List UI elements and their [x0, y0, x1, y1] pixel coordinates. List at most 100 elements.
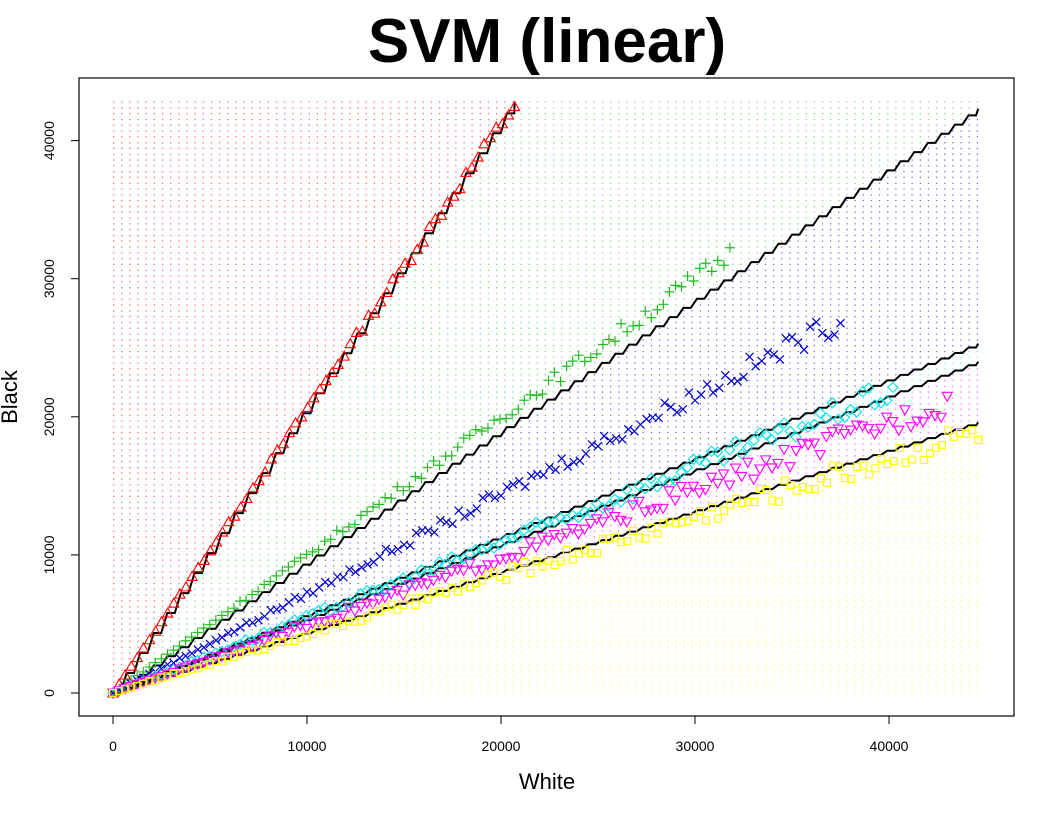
grid-dot	[316, 495, 318, 498]
grid-dot	[178, 258, 180, 260]
grid-dot	[479, 559, 481, 561]
grid-dot	[504, 548, 506, 550]
grid-dot	[447, 623, 449, 625]
grid-dot	[218, 582, 221, 585]
grid-dot	[251, 553, 253, 556]
grid-dot	[170, 368, 172, 370]
grid-dot	[398, 478, 400, 480]
grid-dot	[463, 490, 465, 492]
grid-dot	[129, 188, 131, 190]
grid-dot	[243, 635, 245, 637]
grid-dot	[365, 229, 367, 231]
grid-dot	[381, 229, 384, 231]
grid-dot	[341, 571, 343, 573]
grid-dot	[259, 263, 261, 266]
grid-dot	[316, 147, 318, 150]
grid-dot	[381, 675, 384, 677]
grid-dot	[251, 391, 253, 393]
grid-dot	[373, 345, 375, 347]
grid-dot	[235, 472, 237, 474]
grid-dot	[267, 182, 270, 184]
grid-dot	[324, 379, 327, 382]
grid-dot	[259, 426, 261, 428]
grid-dot	[137, 356, 139, 358]
grid-dot	[292, 130, 294, 132]
grid-dot	[308, 600, 310, 602]
grid-dot	[487, 495, 490, 498]
grid-dot	[308, 681, 310, 683]
grid-dot	[381, 571, 384, 573]
grid-dot	[161, 310, 164, 312]
grid-dot	[398, 507, 400, 509]
grid-dot	[218, 200, 221, 202]
grid-dot	[284, 681, 286, 683]
grid-dot	[300, 333, 302, 335]
grid-dot	[414, 432, 416, 434]
grid-dot	[178, 124, 180, 126]
grid-dot	[357, 577, 359, 579]
grid-dot	[422, 432, 424, 434]
grid-dot	[186, 176, 188, 179]
grid-dot	[137, 287, 139, 289]
grid-dot	[267, 316, 270, 318]
grid-dot	[422, 490, 424, 492]
grid-dot	[333, 594, 335, 596]
grid-dot	[218, 681, 221, 683]
grid-dot	[161, 437, 164, 440]
grid-dot	[170, 600, 172, 602]
grid-dot	[276, 101, 278, 103]
grid-dot	[308, 490, 310, 492]
grid-dot	[227, 159, 229, 161]
grid-dot	[121, 635, 123, 637]
grid-dot	[479, 513, 481, 515]
grid-dot	[365, 147, 367, 150]
grid-dot	[349, 635, 351, 637]
grid-dot	[129, 292, 131, 295]
grid-dot	[292, 652, 294, 654]
grid-dot	[251, 339, 253, 341]
grid-dot	[438, 397, 441, 399]
grid-dot	[479, 536, 481, 538]
grid-dot	[170, 397, 172, 399]
grid-dot	[218, 519, 221, 521]
grid-dot	[333, 275, 335, 277]
grid-dot	[357, 136, 359, 138]
grid-dot	[365, 321, 367, 324]
grid-dot	[170, 385, 172, 387]
grid-dot	[153, 571, 155, 573]
grid-dot	[113, 652, 115, 654]
grid-dot	[178, 263, 180, 266]
grid-dot	[349, 316, 351, 318]
grid-dot	[308, 130, 310, 132]
grid-dot	[267, 292, 270, 295]
grid-dot	[145, 495, 147, 498]
grid-dot	[308, 658, 310, 660]
grid-dot	[161, 275, 164, 277]
grid-dot	[243, 687, 245, 689]
grid-dot	[284, 356, 286, 358]
grid-dot	[463, 675, 465, 677]
grid-dot	[300, 391, 302, 393]
grid-dot	[373, 693, 375, 695]
grid-dot	[243, 240, 245, 242]
grid-dot	[186, 524, 188, 527]
grid-dot	[398, 530, 400, 532]
grid-dot	[447, 391, 449, 393]
grid-dot	[438, 623, 441, 625]
grid-dot	[390, 118, 392, 121]
grid-dot	[463, 316, 465, 318]
grid-dot	[414, 664, 416, 666]
grid-dot	[341, 258, 343, 260]
grid-dot	[308, 136, 310, 138]
grid-dot	[438, 629, 441, 631]
grid-dot	[422, 553, 424, 556]
grid-dot	[487, 118, 490, 121]
grid-dot	[349, 513, 351, 515]
grid-dot	[422, 675, 424, 677]
grid-dot	[333, 304, 335, 306]
grid-dot	[357, 432, 359, 434]
grid-dot	[463, 397, 465, 399]
grid-dot	[430, 652, 433, 654]
grid-dot	[121, 385, 123, 387]
grid-dot	[113, 606, 115, 608]
